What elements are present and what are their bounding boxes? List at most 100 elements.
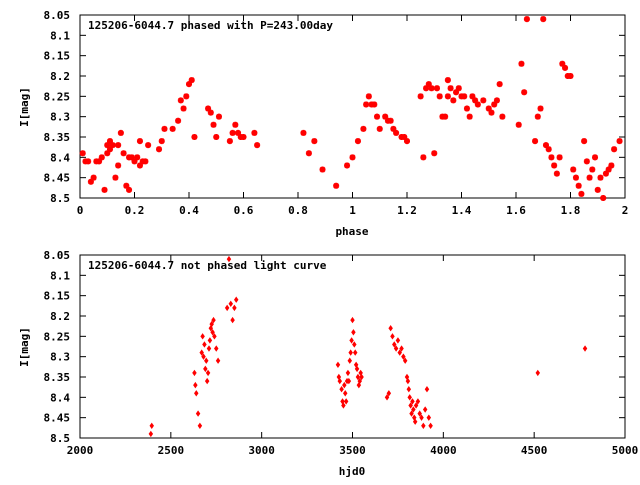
phased-title: 125206-6044.7 phased with P=243.00day <box>88 19 333 32</box>
unphased-data-point <box>428 422 433 429</box>
phased-x-tick-label: 0.8 <box>288 204 308 217</box>
phased-data-point <box>205 105 212 112</box>
unphased-y-tick-label: 8.1 <box>50 269 70 282</box>
phased-y-axis-label: I[mag] <box>18 87 31 127</box>
phased-y-tick-label: 8.05 <box>44 9 71 22</box>
phased-data-point <box>106 146 113 153</box>
phased-x-axis-label: phase <box>335 225 368 238</box>
phased-data-point <box>374 113 381 120</box>
phased-data-point <box>518 60 525 67</box>
phased-data-point <box>349 154 356 161</box>
phased-data-point <box>128 154 135 161</box>
phased-x-tick-label: 1.2 <box>397 204 417 217</box>
phased-data-point <box>186 81 192 88</box>
phased-data-point <box>589 166 596 173</box>
phased-data-point <box>499 113 506 120</box>
phased-x-tick-label: 0 <box>77 204 84 217</box>
unphased-data-point <box>419 414 424 421</box>
phased-data-point <box>215 113 222 120</box>
phased-y-tick-label: 8.3 <box>50 111 70 124</box>
phased-x-tick-label: 0.4 <box>179 204 199 217</box>
unphased-data-point <box>350 316 355 324</box>
phased-data-point <box>455 85 462 92</box>
phased-data-point <box>96 158 103 165</box>
phased-data-point <box>300 129 307 136</box>
phased-data-point <box>134 154 141 161</box>
phased-data-point <box>488 109 495 116</box>
unphased-data-point <box>199 349 204 356</box>
unphased-data-point <box>411 406 416 413</box>
phased-y-tick-label: 8.15 <box>44 50 71 63</box>
phased-y-tick-label: 8.1 <box>50 29 70 42</box>
unphased-data-point <box>412 418 418 425</box>
unphased-data-point <box>395 337 401 344</box>
unphased-data-point <box>393 345 399 352</box>
phased-ticks: 0 0.2 0.4 0.6 0.8 1 1.2 1.4 1.6 1.8 2 8.05 8.1 8.15 8.… <box>44 9 629 217</box>
phased-y-tick-label: 8.25 <box>44 90 71 103</box>
phased-data-point <box>572 174 579 181</box>
phased-data-point <box>545 146 552 153</box>
phased-data-point <box>109 142 116 149</box>
unphased-panel: 125206-6044.7 not phased light curve hjd… <box>18 249 638 478</box>
phased-data-point <box>417 93 424 100</box>
unphased-data-point <box>388 325 393 332</box>
unphased-data-point <box>215 357 221 364</box>
unphased-data-point <box>214 345 219 352</box>
unphased-data-point <box>345 369 351 377</box>
phased-y-tick-label: 8.5 <box>50 192 70 205</box>
phased-data-point <box>387 117 394 124</box>
unphased-data-point <box>424 386 430 393</box>
phased-data-point <box>450 97 457 104</box>
unphased-data-point <box>397 349 402 356</box>
unphased-x-tick-label: 4000 <box>430 444 457 457</box>
unphased-data-point <box>212 333 217 340</box>
unphased-plot-frame <box>79 254 626 439</box>
unphased-data-point <box>349 337 354 344</box>
unphased-data-point <box>205 369 211 377</box>
phased-data-point <box>232 121 239 128</box>
phased-data-point <box>120 150 127 157</box>
phased-data-point <box>493 97 500 104</box>
phased-data-point <box>136 138 143 145</box>
phased-data-point <box>453 89 460 96</box>
unphased-data-point <box>582 345 588 352</box>
phased-data-point <box>401 134 408 140</box>
phased-data-point <box>551 162 558 169</box>
unphased-data-point <box>228 300 234 307</box>
unphased-x-tick-label: 3000 <box>248 444 275 457</box>
phased-data-point <box>240 134 247 140</box>
phased-data-point <box>472 97 479 104</box>
unphased-data-point <box>408 402 413 409</box>
phased-data-point <box>594 186 601 193</box>
phased-data-point <box>333 182 340 189</box>
unphased-data-point <box>337 377 343 385</box>
phased-data-point <box>123 182 130 189</box>
phased-data-point <box>169 125 176 132</box>
phased-data-point <box>207 109 214 116</box>
unphased-x-tick-label: 3500 <box>339 444 366 457</box>
phased-data-point <box>175 117 182 124</box>
unphased-data-point <box>355 373 361 381</box>
phased-data-point <box>586 174 593 181</box>
phased-data-point <box>158 138 165 145</box>
phased-data-point <box>605 166 612 173</box>
phased-data-point <box>319 166 326 173</box>
unphased-y-axis-label: I[mag] <box>18 327 31 367</box>
unphased-data-point <box>339 386 344 393</box>
phased-data-point <box>213 134 220 140</box>
phased-data-point <box>363 101 370 108</box>
unphased-x-tick-label: 5000 <box>612 444 639 457</box>
phased-data-point <box>101 186 108 193</box>
phased-data-point <box>534 113 541 120</box>
phased-data-point <box>376 125 383 132</box>
phased-data-point <box>393 129 400 136</box>
unphased-data-point <box>204 357 209 364</box>
phased-data-point <box>390 125 397 132</box>
phased-data-point <box>433 85 440 92</box>
phased-data-point <box>365 93 372 100</box>
unphased-y-tick-label: 8.3 <box>50 351 70 364</box>
phased-data-point <box>251 129 258 136</box>
unphased-data-point <box>343 398 349 405</box>
phased-data-point <box>537 105 544 112</box>
